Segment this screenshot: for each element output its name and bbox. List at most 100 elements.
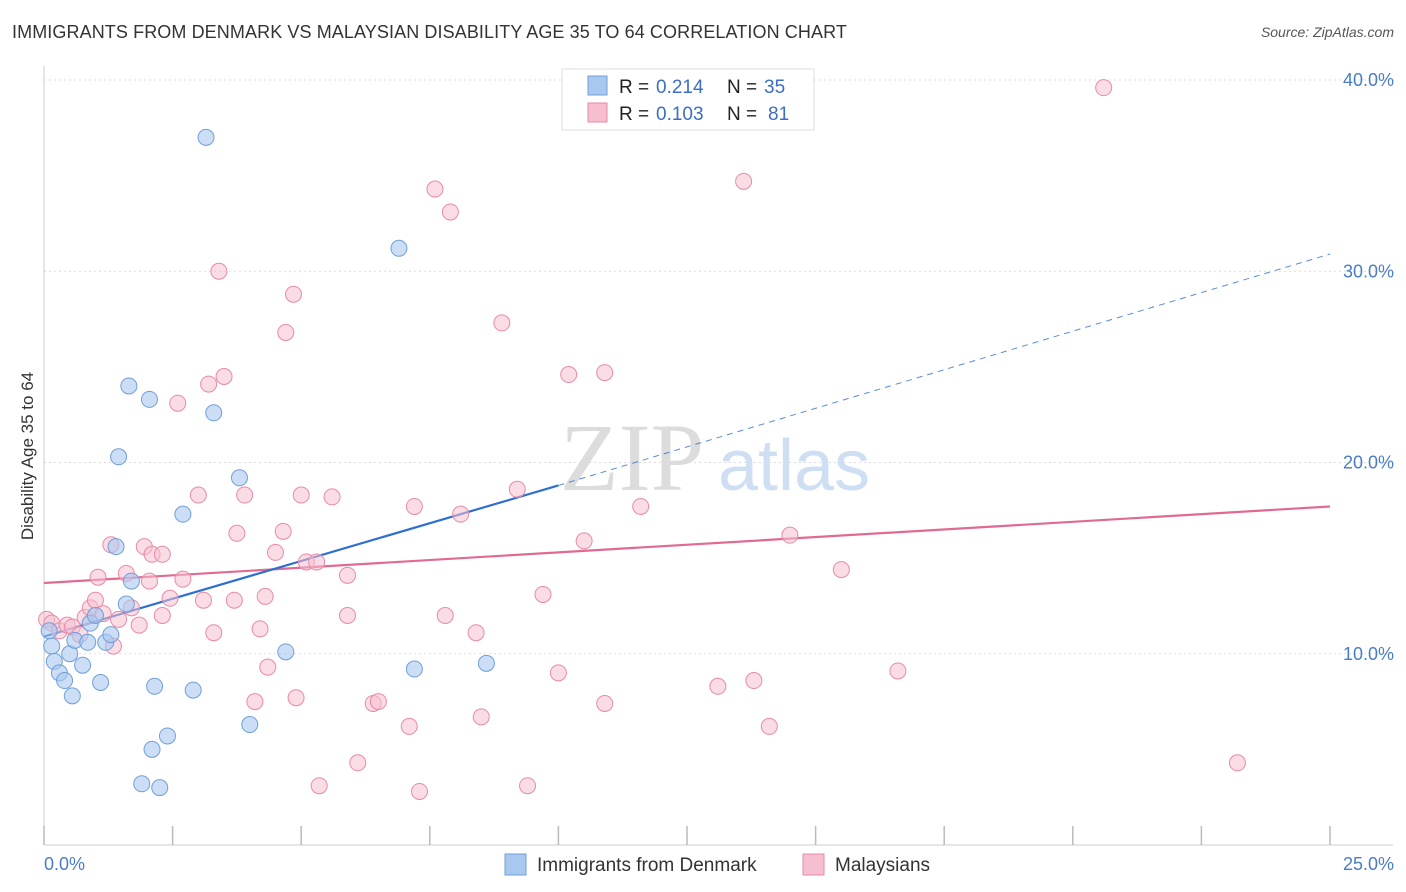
correlation-legend: R = 0.214 N = 35 R = 0.103 N = 81 bbox=[561, 68, 815, 131]
point-denmark bbox=[277, 643, 295, 661]
point-malaysians bbox=[735, 172, 753, 190]
point-malaysians bbox=[1228, 754, 1246, 772]
trendline-malaysians bbox=[43, 505, 1331, 585]
point-denmark bbox=[174, 505, 192, 523]
grid-layer bbox=[44, 79, 1393, 655]
point-denmark bbox=[230, 469, 248, 487]
y-tick-label: 20.0% bbox=[1343, 453, 1394, 473]
point-malaysians bbox=[519, 777, 537, 795]
point-denmark bbox=[74, 656, 92, 674]
point-malaysians bbox=[153, 607, 171, 624]
point-denmark bbox=[146, 677, 164, 695]
legend-n-label-1: N = bbox=[727, 77, 757, 98]
point-denmark bbox=[43, 637, 61, 655]
point-malaysians bbox=[832, 561, 850, 579]
point-malaysians bbox=[169, 394, 187, 412]
point-malaysians bbox=[256, 587, 274, 605]
legend-r-value-1: 0.214 bbox=[656, 77, 704, 98]
point-malaysians bbox=[745, 672, 763, 690]
point-malaysians bbox=[323, 488, 341, 506]
point-malaysians bbox=[436, 607, 454, 624]
point-malaysians bbox=[441, 203, 459, 221]
point-malaysians bbox=[89, 568, 107, 586]
legend-swatch-pink bbox=[587, 102, 608, 123]
point-malaysians bbox=[472, 708, 490, 726]
legend-swatch-denmark bbox=[504, 853, 527, 876]
chart-title: IMMIGRANTS FROM DENMARK VS MALAYSIAN DIS… bbox=[12, 22, 847, 42]
watermark-zip: ZIP bbox=[560, 404, 704, 511]
source-credit: Source: ZipAtlas.com bbox=[1260, 24, 1394, 40]
point-malaysians bbox=[369, 693, 387, 711]
point-denmark bbox=[122, 572, 140, 590]
point-malaysians bbox=[338, 607, 356, 624]
point-malaysians bbox=[194, 591, 212, 609]
point-denmark bbox=[107, 538, 125, 556]
point-denmark bbox=[133, 775, 151, 793]
point-denmark bbox=[140, 390, 158, 408]
point-malaysians bbox=[266, 543, 284, 561]
legend-label-malaysians: Malaysians bbox=[835, 855, 930, 876]
point-malaysians bbox=[632, 497, 650, 515]
point-malaysians bbox=[781, 526, 799, 544]
point-malaysians bbox=[225, 591, 243, 609]
point-denmark bbox=[40, 622, 58, 640]
point-malaysians bbox=[210, 262, 228, 280]
point-malaysians bbox=[277, 323, 295, 341]
point-denmark bbox=[205, 404, 223, 422]
point-denmark bbox=[63, 687, 81, 705]
point-malaysians bbox=[215, 367, 233, 385]
point-denmark bbox=[110, 448, 128, 466]
point-denmark bbox=[79, 633, 97, 651]
point-malaysians bbox=[508, 480, 526, 498]
point-malaysians bbox=[493, 314, 511, 332]
point-denmark bbox=[405, 660, 423, 678]
point-denmark bbox=[241, 716, 259, 734]
point-malaysians bbox=[889, 662, 907, 680]
y-axis-title: Disability Age 35 to 64 bbox=[18, 372, 37, 540]
point-denmark bbox=[117, 595, 135, 613]
point-malaysians bbox=[426, 180, 444, 198]
point-malaysians bbox=[411, 782, 429, 800]
point-malaysians bbox=[549, 664, 567, 682]
point-denmark bbox=[86, 607, 104, 624]
labels-layer: 0.0% 25.0% Disability Age 35 to 64 10.0%… bbox=[18, 70, 1394, 874]
legend-n-value-2: 81 bbox=[768, 104, 789, 125]
point-denmark bbox=[184, 681, 202, 699]
point-malaysians bbox=[292, 486, 310, 504]
point-malaysians bbox=[200, 375, 218, 393]
point-malaysians bbox=[308, 553, 326, 571]
legend-swatch-blue bbox=[587, 75, 608, 96]
point-malaysians bbox=[161, 589, 179, 607]
point-malaysians bbox=[153, 545, 171, 563]
point-malaysians bbox=[246, 693, 264, 711]
legend-n-value-1: 35 bbox=[764, 77, 785, 98]
point-malaysians bbox=[287, 689, 305, 707]
legend-r-label-2: R = bbox=[619, 104, 649, 125]
series-legend: Immigrants from Denmark Malaysians bbox=[504, 853, 930, 876]
point-malaysians bbox=[236, 486, 254, 504]
point-denmark bbox=[477, 654, 495, 672]
point-denmark bbox=[120, 377, 138, 395]
point-denmark bbox=[197, 128, 215, 146]
point-malaysians bbox=[259, 658, 277, 676]
point-malaysians bbox=[110, 610, 128, 628]
point-malaysians bbox=[709, 677, 727, 695]
point-malaysians bbox=[1095, 79, 1113, 97]
watermark: ZIP atlas bbox=[560, 404, 870, 511]
point-denmark bbox=[158, 727, 176, 745]
point-malaysians bbox=[760, 717, 778, 735]
point-denmark bbox=[92, 673, 110, 691]
trendline-denmark-projection bbox=[558, 253, 1331, 486]
point-malaysians bbox=[274, 522, 292, 540]
point-malaysians bbox=[251, 620, 269, 638]
point-malaysians bbox=[174, 570, 192, 588]
point-malaysians bbox=[596, 364, 614, 382]
point-malaysians bbox=[310, 777, 328, 795]
point-malaysians bbox=[189, 486, 207, 504]
point-malaysians bbox=[349, 754, 367, 772]
point-malaysians bbox=[338, 566, 356, 584]
x-tick-label-min: 0.0% bbox=[44, 854, 85, 874]
point-malaysians bbox=[284, 285, 302, 303]
legend-r-value-2: 0.103 bbox=[656, 104, 704, 125]
